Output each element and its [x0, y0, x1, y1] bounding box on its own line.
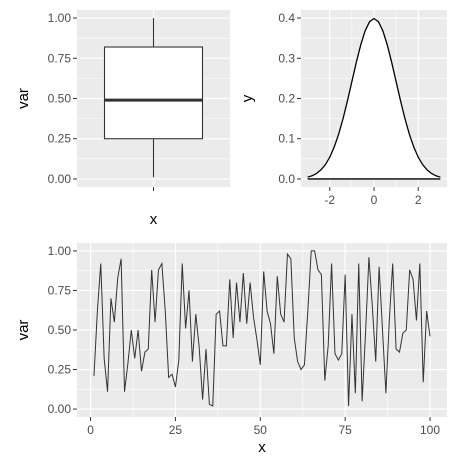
panel1-tick-label-x: 0: [371, 193, 378, 207]
panel0-y-axis-title: var: [15, 88, 32, 109]
panel2-tick-label-x: 25: [169, 423, 183, 437]
panel0-tick-label-y: 0.00: [48, 172, 72, 186]
panel2-y-axis-title: var: [15, 320, 32, 341]
panel1-tick-label-y: 0.1: [278, 132, 295, 146]
density-panel: 0.0 0.1 0.2 0.3 0.4 -2 0 2 y: [239, 10, 447, 207]
panel1-tick-label-x: -2: [324, 193, 335, 207]
panel1-y-axis-title: y: [239, 94, 256, 102]
panel2-tick-label-y: 0.75: [48, 283, 72, 297]
panel0-tick-label-y: 0.75: [48, 51, 72, 65]
panel2-tick-label-x: 100: [420, 423, 440, 437]
panel2-tick-label-y: 1.00: [48, 244, 72, 258]
panel2-tick-label-x: 50: [254, 423, 268, 437]
panel2-tick-label-x: 0: [87, 423, 94, 437]
panel1-tick-label-y: 0.4: [278, 11, 295, 25]
density-area: [307, 18, 441, 179]
panel0-tick-label-y: 0.50: [48, 92, 72, 106]
panel1-tick-label-y: 0.0: [278, 172, 295, 186]
panel1-tick-label-y: 0.3: [278, 51, 295, 65]
panel2-tick-label-x: 75: [338, 423, 352, 437]
panel1-tick-label-y: 0.2: [278, 92, 295, 106]
panel0-x-axis-title: x: [150, 211, 158, 228]
panel2-tick-label-y: 0.00: [48, 402, 72, 416]
panel2-tick-label-y: 0.50: [48, 323, 72, 337]
box-iqr: [103, 46, 204, 140]
panel0-tick-label-y: 1.00: [48, 11, 72, 25]
panel2-tick-label-y: 0.25: [48, 363, 72, 377]
density-line: [307, 17, 441, 178]
panel2-x-axis-title: x: [258, 439, 266, 456]
line-panel: 0.00 0.25 0.50 0.75 1.00 0 25 50 75 100 x var: [15, 243, 447, 456]
boxplot-panel: 0.00 0.25 0.50 0.75 1.00 x var: [15, 10, 230, 228]
panel0-tick-label-y: 0.25: [48, 132, 72, 146]
panel1-tick-label-x: 2: [415, 193, 422, 207]
series-line: [93, 250, 431, 407]
